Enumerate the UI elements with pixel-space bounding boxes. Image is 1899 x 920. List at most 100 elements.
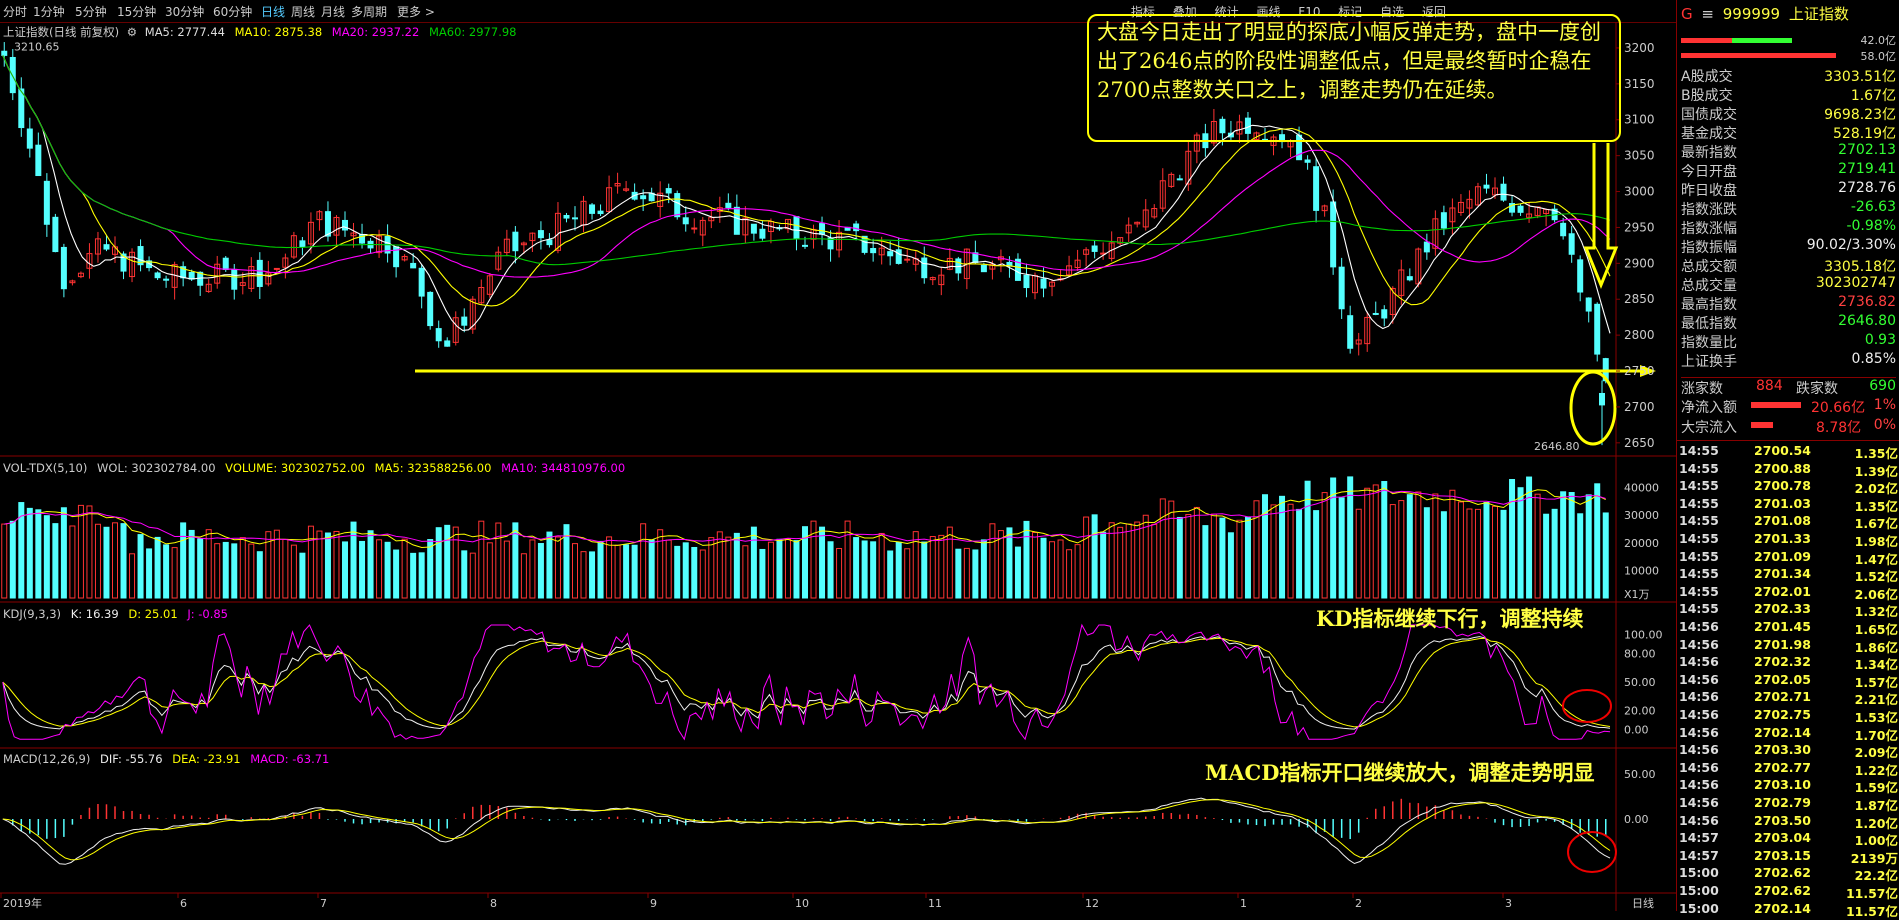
tick-price: 2702.62 [1754,865,1811,881]
index-name: 上证指数 [1788,5,1849,23]
tick-row: 14:55 2702.33 1.32亿 [1679,601,1898,619]
candle-body [478,287,485,304]
volume-bar [256,551,263,599]
candle-body [1449,207,1456,223]
tick-amount: 1.98亿 [1854,534,1898,549]
candle-body [129,251,136,278]
period-tab-timeshare[interactable]: 分时 [3,5,28,19]
inflow-pct: 1% [1873,397,1896,413]
low-point-circle [1569,370,1617,446]
period-tab-more[interactable]: 更多 > [397,5,435,19]
candle-body [1193,134,1200,152]
candle-body [1474,186,1481,206]
candle-body [725,202,732,208]
tick-amount: 1.00亿 [1854,833,1898,849]
tick-time: 14:55 [1679,460,1719,476]
volume-bar [1577,513,1584,599]
volume-bar [239,537,246,599]
volume-bar [410,552,417,599]
tick-amount: 2.02亿 [1854,481,1898,497]
period-tab-1min[interactable]: 1分钟 [33,5,65,19]
volume-bar [1168,500,1175,599]
block-pct: 0% [1873,417,1896,433]
volume-bar [972,549,979,599]
candle-body [1176,178,1183,181]
candle-body [282,257,289,268]
volume-bar [1296,508,1303,599]
volume-bar [401,538,408,599]
volume-y-tick: 20000 [1624,537,1659,550]
volume-bar [1227,532,1234,599]
gear-icon[interactable]: ⚙ [126,25,138,39]
period-tab-monthly[interactable]: 月线 [321,5,346,19]
volume-bar [708,537,715,599]
candle-body [733,206,740,235]
macd-y-tick: 50.00 [1624,768,1656,781]
candle-body [1466,198,1473,209]
volume-bar [1023,520,1030,599]
stat-row: 最低指数 2646.80 [1681,313,1896,332]
sell-strength-bar [1681,53,1836,58]
tick-list[interactable]: 14:55 2700.54 1.35亿 14:55 2700.88 1.39亿 14:55 2… [1677,440,1899,919]
volume-bar [759,548,766,599]
candle-body [324,211,331,237]
volume-ma-line [4,489,1606,544]
volume-bar [120,523,127,599]
stat-label: 上证换手 [1681,354,1737,370]
volume-bar [376,539,383,599]
candle-body [495,251,502,270]
candle-body [60,246,67,290]
volume-bar [921,541,928,599]
volume-y-tick: 30000 [1624,509,1659,522]
volume-bar [640,523,647,599]
tick-price: 2702.14 [1754,724,1811,740]
candle-body [980,264,987,273]
period-tab-weekly[interactable]: 周线 [291,5,316,19]
candle-body [1219,118,1226,134]
down-arrow-icon [1583,143,1619,289]
period-tab-multi[interactable]: 多周期 [351,5,388,19]
stat-value: 0.85% [1851,351,1896,367]
menu-icon[interactable]: ≡ [1701,5,1714,23]
period-tab-60min[interactable]: 60分钟 [213,5,253,19]
up-count-value: 884 [1756,378,1783,394]
volume-bar [393,549,400,599]
candle-body [1074,259,1081,269]
kdj-header: KDJ(9,3,3) K: 16.39 D: 25.01 J: -0.85 [3,607,228,621]
kdj-k-value: K: 16.39 [70,607,119,621]
candle-body [1185,150,1192,185]
tick-row: 14:55 2701.08 1.67亿 [1679,513,1898,531]
bar-value-down: 58.0亿 [1860,50,1897,63]
candle-body [1321,205,1328,212]
tick-price: 2702.77 [1754,759,1811,775]
candle-body [1091,245,1098,252]
volume-bar [606,536,613,599]
tick-time: 14:56 [1679,654,1719,670]
stat-row: 今日开盘 2719.41 [1681,161,1896,180]
candle-body [606,187,613,213]
candle-body [623,188,630,191]
candle-body [1304,159,1311,163]
tick-price: 2702.79 [1754,795,1811,810]
annotation-overlay [415,143,1656,873]
candle-body [299,240,306,248]
stat-value: 3305.18亿 [1824,259,1896,275]
volume-bar [1040,537,1047,599]
volume-bar [469,552,476,599]
kline-chart-area[interactable]: 3200315031003050300029502900285028002750… [0,0,1676,911]
candle-body [9,56,16,94]
period-tab-5min[interactable]: 5分钟 [75,5,107,19]
macd-y-tick: 0.00 [1624,813,1649,826]
main-y-tick: 2800 [1624,328,1655,342]
tick-price: 2702.75 [1754,707,1811,722]
period-tab-daily[interactable]: 日线 [261,5,286,19]
volume-bar [1389,504,1396,599]
tick-price: 2702.62 [1754,883,1811,898]
candle-body [146,260,153,269]
period-tab-30min[interactable]: 30分钟 [165,5,205,19]
tick-time: 14:57 [1679,847,1719,863]
period-tab-15min[interactable]: 15分钟 [117,5,157,19]
volume-bar [648,539,655,599]
period-toolbar: 分时 1分钟 5分钟 15分钟 30分钟 60分钟 日线 周线 月线 多周期 更… [0,0,1676,23]
tick-amount: 1.53亿 [1854,710,1898,725]
